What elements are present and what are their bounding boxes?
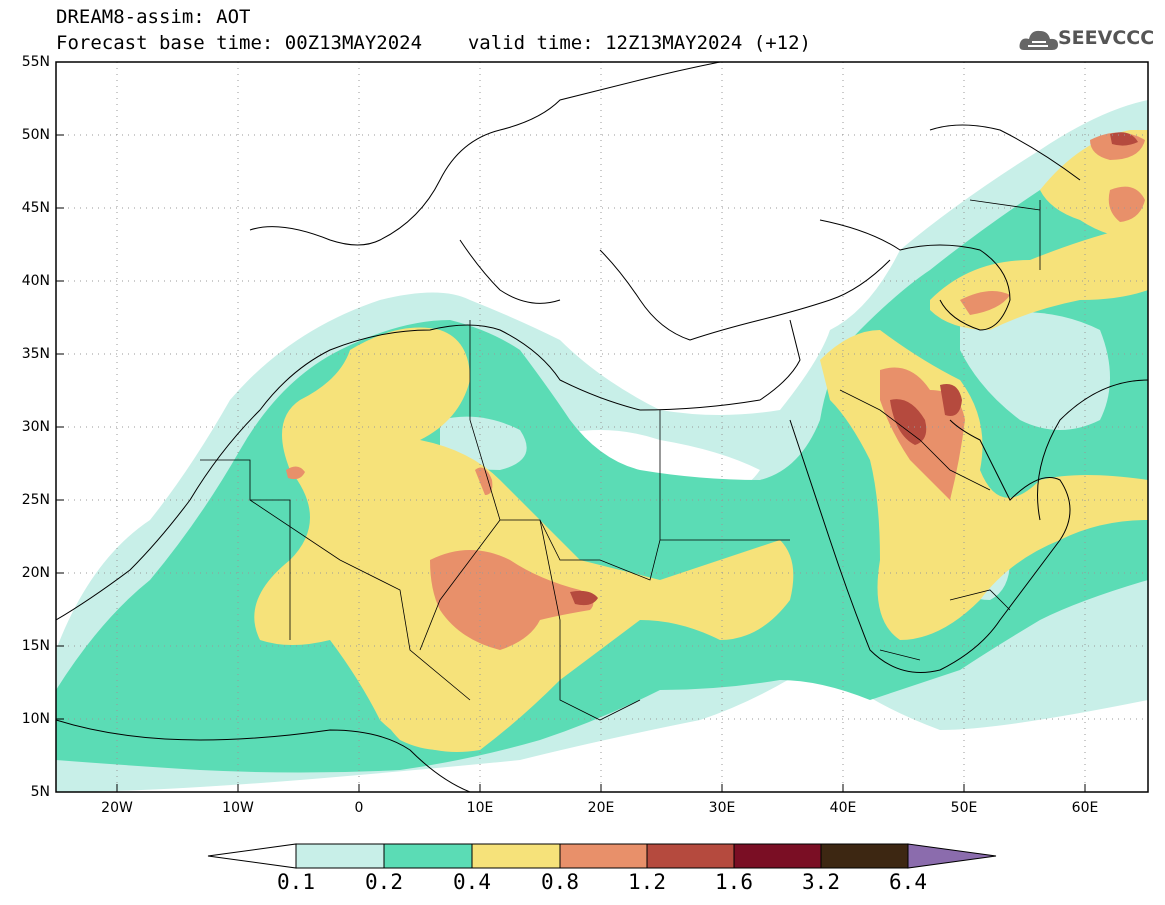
map-title: DREAM8-assim: AOT <box>56 6 251 28</box>
lon-label: 40E <box>829 800 857 816</box>
valid-time-label: valid time: 12Z13MAY2024 (+12) <box>467 32 811 54</box>
logo-text: SEEVCCC <box>1058 27 1155 49</box>
base-time-label: Forecast base time: 00Z13MAY2024 <box>56 32 423 54</box>
aot-gap-light-2 <box>960 312 1110 430</box>
lon-label: 10E <box>466 800 494 816</box>
colorbar-swatch <box>646 843 735 869</box>
country-borders <box>200 199 1041 721</box>
lon-label: 60E <box>1071 800 1099 816</box>
lon-label: 10W <box>222 800 254 816</box>
colorbar-label: 3.2 <box>802 870 840 894</box>
colorbar-swatch <box>295 843 385 869</box>
lon-label: 20E <box>587 800 615 816</box>
aot-band-0-4-sahel <box>377 666 488 750</box>
colorbar-label: 0.8 <box>541 870 579 894</box>
colorbar-swatch <box>820 843 909 869</box>
lat-label: 25N <box>21 492 50 508</box>
axis-ticks <box>56 134 1086 792</box>
lat-label: 35N <box>21 346 50 362</box>
lat-label: 20N <box>21 565 50 581</box>
lat-label: 5N <box>30 784 50 800</box>
colorbar-swatch <box>471 843 561 869</box>
lat-label: 45N <box>21 200 50 216</box>
aot-band-0-4-sahara <box>254 327 794 752</box>
colorbar-swatch <box>733 843 822 869</box>
lon-label: 0 <box>354 800 364 816</box>
lat-label: 10N <box>21 711 50 727</box>
lat-label: 15N <box>21 638 50 654</box>
lon-label: 30E <box>708 800 736 816</box>
colorbar-label: 0.1 <box>277 870 315 894</box>
lat-label: 30N <box>21 419 50 435</box>
colorbar-over-triangle <box>907 843 997 869</box>
forecast-times: Forecast base time: 00Z13MAY2024 valid t… <box>56 32 811 54</box>
aot-band-0-8-kz <box>1090 132 1145 222</box>
colorbar-label: 1.2 <box>628 870 666 894</box>
colorbar-label: 6.4 <box>889 870 927 894</box>
colorbar-label: 1.6 <box>715 870 753 894</box>
colorbar-under-triangle <box>207 843 297 869</box>
lon-label: 20W <box>101 800 133 816</box>
cloud-logo-icon <box>1019 30 1058 50</box>
colorbar-label: 0.2 <box>365 870 403 894</box>
coastlines <box>56 62 1148 792</box>
aot-band-0-8-chad <box>430 550 594 650</box>
colorbar-label: 0.4 <box>453 870 491 894</box>
colorbar <box>207 843 997 869</box>
colorbar-swatch <box>383 843 473 869</box>
lat-label: 40N <box>21 273 50 289</box>
lat-label: 55N <box>21 54 50 70</box>
aot-band-0-8-caucasus <box>960 291 1010 315</box>
colorbar-swatch <box>559 843 648 869</box>
lat-label: 50N <box>21 127 50 143</box>
lon-label: 50E <box>950 800 978 816</box>
